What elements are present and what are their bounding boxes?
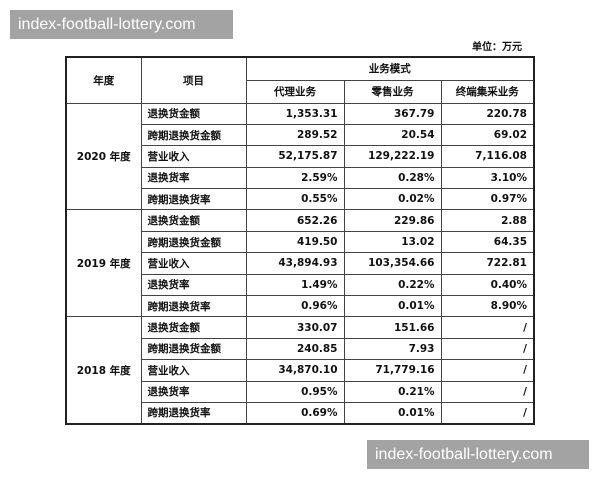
value-cell: 69.02 [440, 123, 535, 147]
header-agency: 代理业务 [245, 79, 345, 104]
returns-table: 年度 项目 业务模式 代理业务 零售业务 终端集采业务 2020 年度 退换货金额… [65, 56, 535, 425]
item-cell: 营业收入 [140, 359, 247, 382]
item-cell: 跨期退换货率 [140, 295, 247, 318]
value-cell: 0.22% [343, 273, 442, 297]
value-cell: 129,222.19 [343, 145, 442, 168]
header-item: 项目 [140, 56, 247, 104]
value-cell: 1,353.31 [245, 102, 345, 125]
value-cell: / [440, 316, 535, 339]
value-cell: 52,175.87 [245, 145, 345, 168]
value-cell: 0.97% [440, 188, 535, 211]
item-cell: 跨期退换货金额 [140, 123, 247, 147]
value-cell: 1.49% [245, 273, 345, 297]
value-cell: 64.35 [440, 230, 535, 254]
year-cell: 2018 年度 [65, 316, 142, 425]
value-cell: 0.95% [245, 380, 345, 403]
item-cell: 跨期退换货金额 [140, 337, 247, 361]
value-cell: 0.55% [245, 188, 345, 211]
value-cell: 229.86 [343, 209, 442, 232]
value-cell: 43,894.93 [245, 252, 345, 275]
value-cell: 20.54 [343, 123, 442, 147]
table-row: 跨期退换货金额 240.85 7.93/ [66, 337, 535, 361]
item-cell: 退换货金额 [140, 102, 247, 125]
value-cell: 419.50 [245, 230, 345, 254]
header-retail: 零售业务 [343, 79, 442, 104]
value-cell: 0.40% [440, 273, 535, 297]
value-cell: / [440, 337, 535, 361]
value-cell: 330.07 [245, 316, 345, 339]
value-cell: / [440, 359, 535, 382]
value-cell: / [440, 401, 535, 425]
value-cell: 34,870.10 [245, 359, 345, 382]
item-cell: 退换货率 [140, 166, 247, 190]
item-cell: 跨期退换货率 [140, 188, 247, 211]
value-cell: 367.79 [343, 102, 442, 125]
value-cell: 220.78 [440, 102, 535, 125]
unit-label: 单位：万元 [472, 42, 522, 53]
value-cell: 3.10% [440, 166, 535, 190]
table-row: 2019 年度 退换货金额 652.26 229.86 2.88 [65, 209, 535, 318]
value-cell: 0.02% [343, 188, 442, 211]
value-cell: 2.88 [440, 209, 535, 232]
item-cell: 退换货率 [140, 273, 247, 297]
header-year: 年度 [65, 56, 142, 104]
table-row: 营业收入 43,894.93 103,354.66 722.81 [66, 252, 535, 275]
value-cell: 71,779.16 [343, 359, 442, 382]
table-row: 2020 年度 退换货金额 1,353.31 367.79 220.78 [65, 102, 535, 211]
value-cell: 240.85 [245, 337, 345, 361]
table-row: 营业收入 34,870.10 71,779.16/ [66, 359, 535, 382]
value-cell: 7,116.08 [440, 145, 535, 168]
value-cell: 0.01% [343, 295, 442, 318]
table-row: 2018 年度 退换货金额 330.07 151.66/ [65, 316, 535, 425]
value-cell: 0.28% [343, 166, 442, 190]
value-cell: 0.01% [343, 401, 442, 425]
table-row: 跨期退换货率 0.69% 0.01% / [66, 401, 535, 425]
table-row: 退换货率 1.49% 0.22% 0.40% [66, 273, 535, 297]
item-cell: 退换货率 [140, 380, 247, 403]
value-cell: 8.90% [440, 295, 535, 318]
value-cell: 652.26 [245, 209, 345, 232]
item-cell: 跨期退换货率 [140, 401, 247, 425]
value-cell: 289.52 [245, 123, 345, 147]
item-cell: 营业收入 [140, 145, 247, 168]
value-cell: 2.59% [245, 166, 345, 190]
value-cell: 7.93 [343, 337, 442, 361]
value-cell: 0.21% [343, 380, 442, 403]
year-cell: 2019 年度 [65, 209, 142, 318]
table-row: 跨期退换货率 0.55% 0.02% 0.97% [66, 188, 535, 211]
value-cell: 151.66 [343, 316, 442, 339]
value-cell: / [440, 380, 535, 403]
value-cell: 722.81 [440, 252, 535, 275]
item-cell: 退换货金额 [140, 209, 247, 232]
value-cell: 103,354.66 [343, 252, 442, 275]
watermark-bottom: index-football-lottery.com [367, 440, 589, 469]
item-cell: 退换货金额 [140, 316, 247, 339]
header-mode: 业务模式 [245, 56, 535, 81]
item-cell: 跨期退换货金额 [140, 230, 247, 254]
item-cell: 营业收入 [140, 252, 247, 275]
year-cell: 2020 年度 [65, 102, 142, 211]
table-row: 退换货率 2.59% 0.28% 3.10% [66, 166, 535, 190]
value-cell: 13.02 [343, 230, 442, 254]
table-row: 退换货率 0.95% 0.21% / [66, 380, 535, 403]
watermark-top: index-football-lottery.com [10, 10, 233, 39]
table-row: 跨期退换货金额 419.50 13.02 64.35 [66, 230, 535, 254]
value-cell: 0.96% [245, 295, 345, 318]
value-cell: 0.69% [245, 401, 345, 425]
header-terminal: 终端集采业务 [440, 79, 535, 104]
